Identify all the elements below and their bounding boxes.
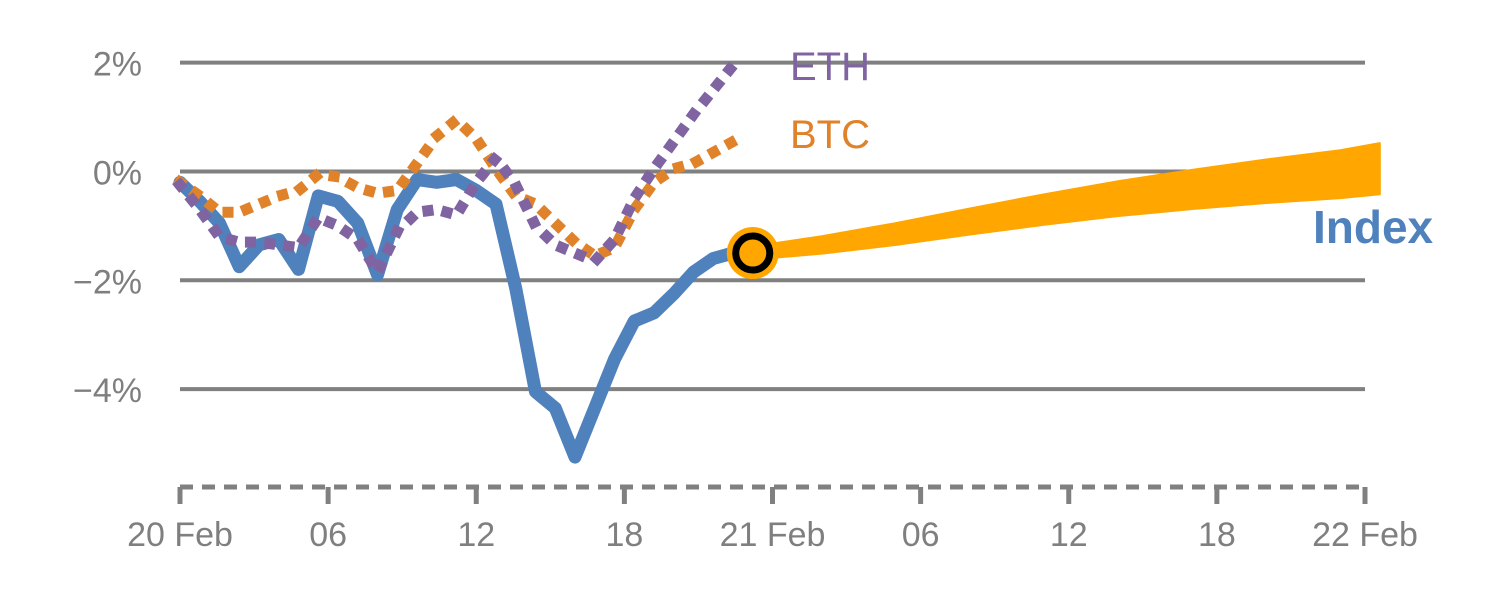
index-label: Index [1313,201,1434,253]
series-line-index [173,173,760,464]
y-tick-label: 0% [93,154,142,192]
forecast-fan-band [751,142,1381,261]
x-axis-tick-labels: 20 Feb 06 12 18 21 Feb 06 12 18 22 Feb [127,516,1418,554]
series-line-eth [172,57,741,278]
x-tick-label: 22 Feb [1312,516,1418,554]
y-tick-label: −4% [73,372,142,410]
marker-ring[interactable] [732,232,774,274]
x-tick-label: 18 [605,516,643,554]
x-tick-label: 20 Feb [127,516,233,554]
x-tick-label: 21 Feb [720,516,826,554]
btc-label: BTC [790,113,870,157]
y-tick-label: 2% [93,46,142,84]
y-axis-tick-labels: 2% 0% −2% −4% [73,46,142,410]
forecast-band [751,142,1381,261]
x-tick-label: 12 [1050,516,1088,554]
series-annotations: ETH BTC Index [790,45,1434,253]
series-line-btc [172,114,741,262]
x-tick-label: 18 [1198,516,1236,554]
x-tick-label: 12 [457,516,495,554]
x-axis-ticks [177,487,1368,504]
y-tick-label: −2% [73,263,142,301]
x-tick-label: 06 [309,516,347,554]
eth-label: ETH [790,45,870,89]
series-group [172,57,760,464]
x-tick-label: 06 [902,516,940,554]
current-value-marker[interactable] [726,227,779,280]
